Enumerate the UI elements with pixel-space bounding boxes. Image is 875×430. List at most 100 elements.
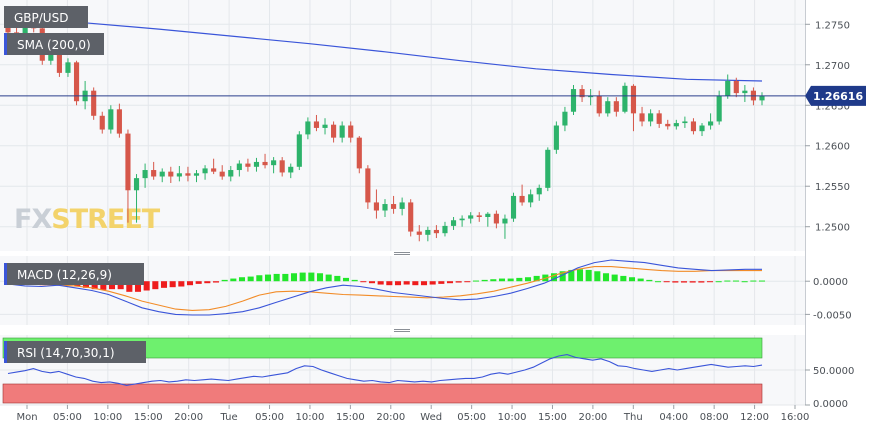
- time-tick-label: Thu: [623, 412, 643, 423]
- candle: [108, 105, 114, 134]
- candle-body: [399, 202, 405, 209]
- macd-histogram-bar: [472, 280, 480, 282]
- rsi-indicator: [2, 337, 763, 404]
- candle-body: [56, 44, 62, 73]
- candle: [116, 103, 122, 138]
- macd-histogram-bar: [256, 275, 263, 282]
- macd-histogram-bar: [698, 281, 705, 283]
- candle: [553, 121, 559, 154]
- macd-histogram-bar: [602, 273, 610, 282]
- last-price-tag: 1.26616: [805, 85, 866, 106]
- candle: [639, 106, 645, 127]
- panel-divider-2[interactable]: [394, 329, 410, 332]
- macd-histogram-bar: [758, 280, 766, 282]
- candle-body: [742, 90, 748, 94]
- candle: [211, 158, 217, 175]
- macd-indicator: [4, 259, 766, 316]
- sma-label-text: SMA (200,0): [17, 38, 91, 52]
- candle-body: [390, 204, 397, 209]
- candle: [759, 92, 765, 106]
- macd-histogram-bar: [316, 273, 324, 282]
- macd-histogram-bar: [498, 278, 506, 282]
- macd-histogram-bar: [91, 281, 98, 290]
- macd-histogram-bar: [169, 281, 176, 288]
- candle-body: [485, 213, 491, 217]
- macd-histogram-bar: [334, 275, 341, 282]
- candle: [545, 147, 551, 192]
- macd-histogram-bar: [490, 279, 497, 282]
- candle-body: [313, 121, 320, 128]
- candle-body: [639, 113, 645, 122]
- candle: [219, 165, 225, 180]
- candle: [528, 189, 534, 208]
- macd-histogram-bar: [446, 281, 454, 284]
- macd-histogram-bar: [273, 273, 280, 282]
- candle-body: [91, 90, 97, 116]
- macd-histogram-bar: [464, 281, 471, 283]
- candle-body: [459, 218, 465, 221]
- candle-body: [296, 134, 302, 167]
- candle: [596, 90, 602, 117]
- time-tick-label: 08:00: [700, 412, 729, 423]
- candle-body: [202, 168, 208, 174]
- macd-label[interactable]: MACD (12,26,9): [4, 263, 144, 285]
- candle: [253, 157, 260, 172]
- sma-label[interactable]: SMA (200,0): [4, 33, 104, 55]
- candle: [442, 221, 448, 237]
- candle-body: [450, 220, 457, 226]
- candle: [399, 197, 405, 216]
- macd-histogram-bar: [516, 277, 523, 282]
- panel-divider-1[interactable]: [394, 252, 410, 255]
- time-tick-label: 12:00: [740, 412, 769, 423]
- macd-histogram-bar: [290, 273, 298, 282]
- candle-body: [245, 163, 251, 167]
- macd-histogram-bar: [594, 271, 601, 282]
- macd-signal-line: [7, 266, 762, 311]
- symbol-label[interactable]: GBP/USD: [4, 6, 88, 28]
- price-tick-label: 1.2600: [815, 142, 850, 153]
- candle-body: [356, 137, 362, 169]
- candles: [5, 16, 765, 242]
- macd-histogram-bar: [689, 281, 696, 283]
- macd-histogram-bar: [715, 281, 722, 283]
- rsi-label[interactable]: RSI (14,70,30,1): [4, 341, 146, 363]
- macd-histogram-bar: [264, 274, 272, 282]
- candle: [613, 97, 619, 117]
- candle-body: [365, 168, 371, 203]
- candle: [630, 84, 637, 132]
- time-tick-label: 20:00: [578, 412, 607, 423]
- candle-body: [468, 215, 474, 219]
- candle-body: [476, 215, 482, 217]
- candle-body: [708, 121, 714, 126]
- macd-histogram-bar: [238, 277, 246, 282]
- candle-body: [262, 161, 268, 166]
- time-tick-label: 04:00: [659, 412, 688, 423]
- candle-body: [373, 202, 380, 211]
- candle: [151, 161, 157, 180]
- time-tick-label: 16:00: [781, 412, 810, 423]
- candle: [65, 58, 71, 77]
- macd-histogram-bar: [524, 277, 532, 282]
- time-tick-label: 15:00: [538, 412, 567, 423]
- candle: [665, 119, 671, 130]
- candle: [648, 109, 654, 127]
- candle-body: [596, 95, 602, 114]
- candle-body: [382, 204, 388, 211]
- macd-histogram-bar: [663, 281, 670, 283]
- candle-body: [716, 95, 722, 122]
- macd-histogram-bar: [403, 281, 410, 285]
- candle-body: [305, 121, 311, 135]
- candle-body: [22, 21, 28, 43]
- candle: [322, 118, 328, 135]
- candle-body: [630, 85, 637, 114]
- candle-body: [211, 168, 217, 172]
- candle: [288, 163, 294, 179]
- candle: [493, 210, 499, 229]
- candle-body: [433, 229, 439, 234]
- candle-body: [348, 125, 354, 138]
- time-tick-label: 15:00: [134, 412, 163, 423]
- candle-body: [673, 123, 679, 127]
- watermark-logo: FXSTREET: [14, 204, 161, 235]
- candle: [236, 160, 242, 177]
- candle-body: [408, 202, 414, 232]
